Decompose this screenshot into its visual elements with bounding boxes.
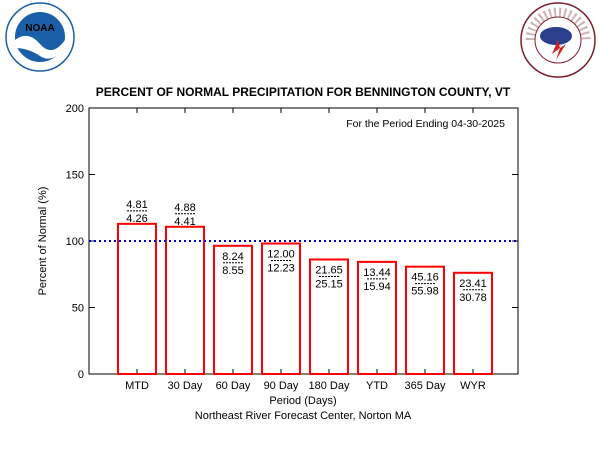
- x-axis-label: Period (Days): [269, 395, 336, 407]
- observed-label: 8.24: [222, 251, 243, 263]
- bars: 4.81 4.26 4.88 4.41 8.24 8.55 12.00 12.23 21.65 2…: [117, 199, 493, 376]
- observed-label: 12.00: [267, 249, 295, 261]
- bar: [117, 222, 157, 375]
- x-tick-label: 180 Day: [309, 380, 350, 392]
- y-axis-label: Percent of Normal (%): [37, 187, 49, 296]
- normal-label: 8.55: [222, 265, 243, 277]
- chart-title: PERCENT OF NORMAL PRECIPITATION FOR BENN…: [96, 85, 511, 99]
- normal-label: 25.15: [315, 278, 343, 290]
- y-tick-label: 100: [66, 236, 84, 248]
- normal-label: 55.98: [411, 286, 439, 298]
- noaa-logo-text: NOAA: [25, 23, 54, 34]
- x-tick-label: YTD: [366, 380, 388, 392]
- y-tick-label: 0: [78, 369, 84, 381]
- x-tick-label: WYR: [460, 380, 486, 392]
- observed-label: 45.16: [411, 272, 439, 284]
- chart-footer: Northeast River Forecast Center, Norton …: [195, 410, 412, 422]
- x-tick-label: 60 Day: [216, 380, 251, 392]
- observed-label: 21.65: [315, 264, 343, 276]
- observed-label: 23.41: [459, 278, 487, 290]
- normal-label: 30.78: [459, 292, 487, 304]
- nws-logo: [520, 2, 596, 78]
- normal-label: 4.26: [126, 213, 147, 225]
- x-axis: MTD 30 Day 60 Day 90 Day 180 Day YTD 365 Day WY…: [125, 108, 486, 392]
- y-tick-label: 200: [66, 103, 84, 115]
- chart-subtitle: For the Period Ending 04-30-2025: [346, 118, 505, 130]
- x-tick-label: 90 Day: [264, 380, 299, 392]
- x-tick-label: 365 Day: [405, 380, 446, 392]
- y-tick-label: 150: [66, 170, 84, 182]
- normal-label: 15.94: [363, 281, 391, 293]
- y-axis: 0 50 100 150 200: [66, 103, 518, 381]
- x-tick-label: 30 Day: [168, 380, 203, 392]
- x-tick-label: MTD: [125, 380, 149, 392]
- observed-label: 4.88: [174, 202, 195, 214]
- noaa-logo: NOAA: [5, 2, 75, 72]
- bar: [165, 225, 205, 375]
- observed-label: 4.81: [126, 199, 147, 211]
- observed-label: 13.44: [363, 267, 391, 279]
- normal-label: 12.23: [267, 263, 295, 275]
- normal-label: 4.41: [174, 216, 195, 228]
- y-tick-label: 50: [72, 303, 84, 315]
